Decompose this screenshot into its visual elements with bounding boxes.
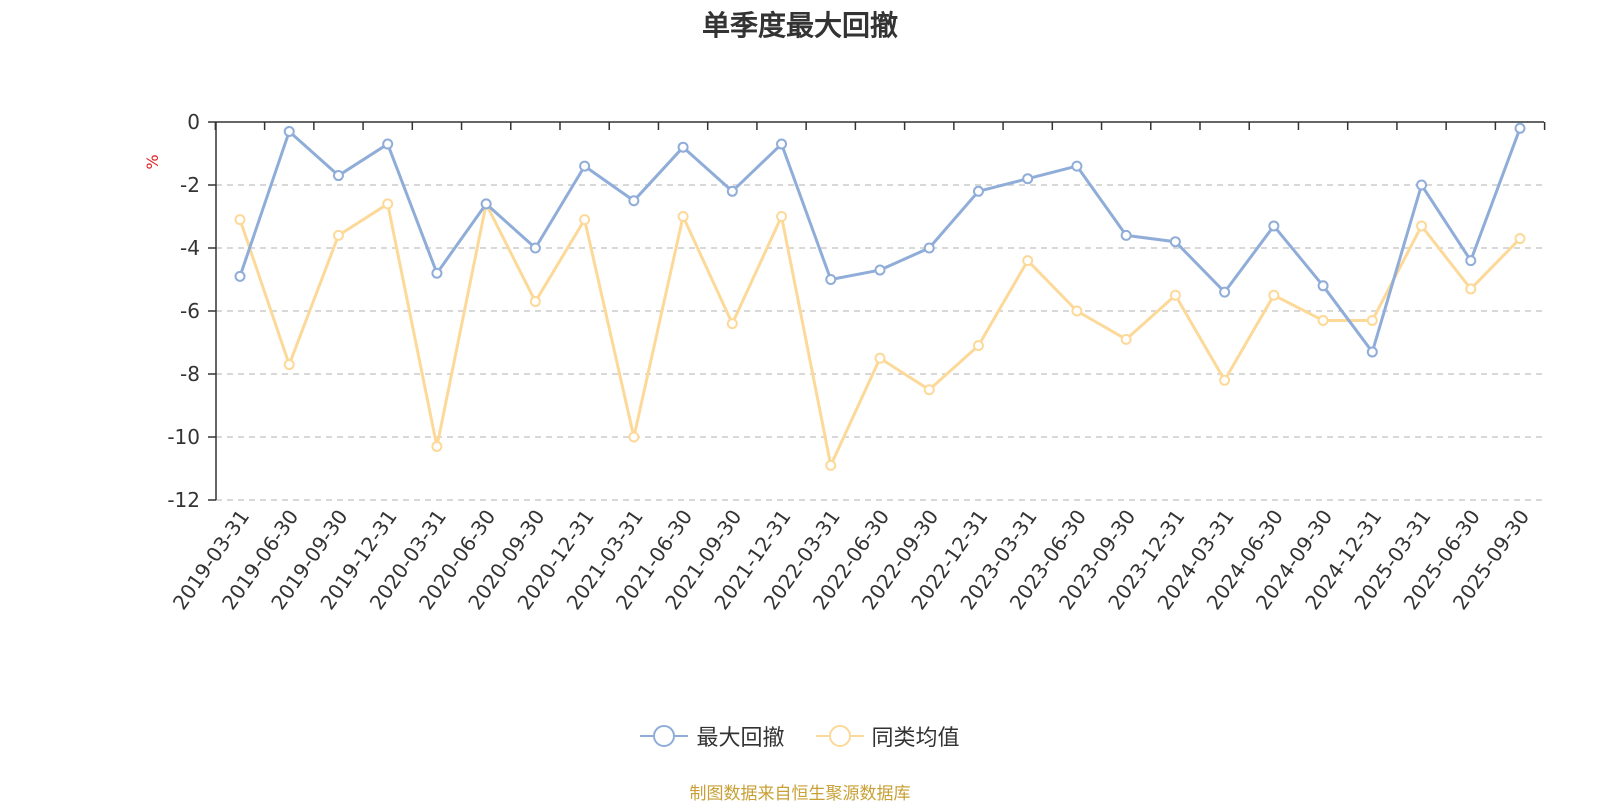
- legend: 最大回撤 同类均值: [0, 720, 1600, 755]
- y-tick-label: -12: [167, 488, 200, 512]
- data-point-1: [1268, 289, 1280, 301]
- data-point-1: [1120, 333, 1132, 345]
- data-point-0: [1022, 173, 1034, 185]
- data-point-1: [1071, 305, 1083, 317]
- data-point-0: [825, 274, 837, 285]
- source-note: 制图数据来自恒生聚源数据库: [689, 784, 911, 804]
- data-point-0: [382, 138, 394, 150]
- data-point-1: [972, 340, 984, 352]
- y-tick-label: -6: [180, 299, 200, 323]
- data-point-1: [1219, 374, 1231, 386]
- data-point-1: [726, 318, 738, 330]
- legend-marker-max-drawdown: [640, 723, 689, 749]
- data-point-1: [1317, 314, 1329, 326]
- data-point-1: [431, 440, 443, 452]
- data-point-1: [1022, 255, 1034, 267]
- data-point-1: [1416, 220, 1428, 232]
- data-point-1: [1465, 283, 1477, 295]
- data-point-0: [1514, 122, 1526, 134]
- data-point-0: [1465, 255, 1477, 267]
- legend-item-max-drawdown[interactable]: 最大回撤: [640, 720, 785, 752]
- data-point-1: [529, 296, 541, 308]
- data-point-0: [283, 125, 295, 137]
- data-point-1: [776, 211, 788, 222]
- data-point-0: [1071, 160, 1083, 172]
- legend-label-peer-average: 同类均值: [871, 726, 960, 751]
- data-point-1: [579, 214, 591, 226]
- data-point-0: [332, 170, 344, 182]
- legend-label-max-drawdown: 最大回撤: [696, 726, 785, 751]
- legend-marker-peer-average: [815, 723, 864, 749]
- data-point-1: [332, 229, 344, 241]
- data-point-0: [1317, 280, 1329, 292]
- data-point-1: [1514, 233, 1526, 245]
- data-point-0: [1268, 220, 1280, 232]
- data-point-0: [480, 198, 492, 210]
- y-axis-label: %: [143, 154, 162, 169]
- data-point-1: [1366, 314, 1378, 326]
- data-point-1: [283, 359, 295, 371]
- data-point-0: [529, 242, 541, 254]
- data-point-0: [923, 242, 935, 254]
- y-tick-label: 0: [187, 110, 200, 134]
- data-point-0: [726, 185, 738, 197]
- data-point-0: [579, 160, 591, 172]
- data-point-1: [382, 198, 394, 210]
- data-point-0: [1219, 286, 1231, 298]
- y-tick-label: -4: [180, 236, 200, 260]
- data-point-0: [1120, 229, 1132, 241]
- data-point-0: [628, 195, 640, 207]
- legend-item-peer-average[interactable]: 同类均值: [815, 720, 960, 752]
- data-point-0: [972, 185, 984, 197]
- data-point-0: [234, 270, 246, 282]
- data-point-1: [677, 211, 689, 222]
- series-line-1: [238, 202, 1522, 467]
- data-point-0: [1366, 346, 1378, 358]
- y-tick-label: -8: [180, 362, 200, 386]
- data-point-0: [677, 141, 689, 153]
- y-tick-label: -2: [180, 173, 200, 197]
- data-point-1: [923, 384, 935, 396]
- data-point-1: [628, 431, 640, 443]
- data-point-1: [234, 214, 246, 226]
- data-point-0: [431, 267, 443, 279]
- data-point-0: [874, 264, 886, 276]
- data-point-1: [874, 352, 886, 364]
- data-point-1: [825, 459, 837, 471]
- data-point-0: [1169, 236, 1181, 248]
- data-point-0: [776, 138, 788, 150]
- data-point-1: [1169, 289, 1181, 301]
- y-tick-label: -10: [167, 425, 200, 449]
- chart-title: 单季度最大回撤: [701, 9, 898, 42]
- data-point-0: [1416, 179, 1428, 191]
